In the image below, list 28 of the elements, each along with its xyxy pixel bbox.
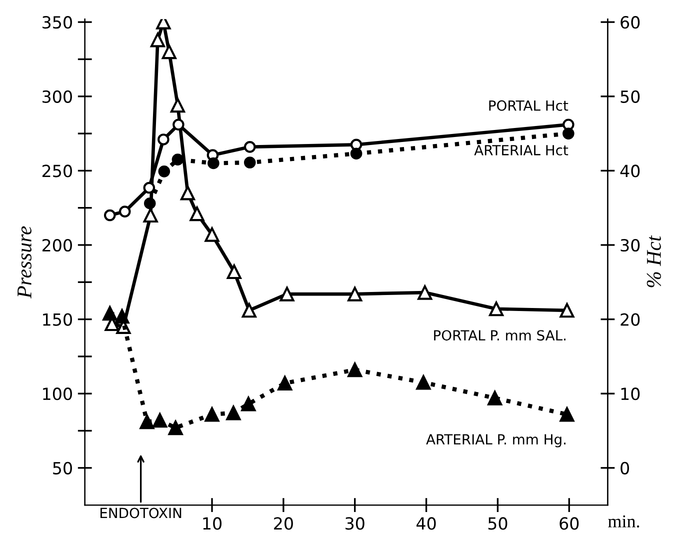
y-tick-label: 100 [43, 388, 72, 400]
y2-tick-label: 60 [620, 16, 640, 29]
x-tick-label: 60 [560, 517, 579, 530]
y2-tick-label: 30 [620, 238, 640, 252]
x-tick-label: 20 [274, 517, 293, 530]
y2-tick-label: 50 [620, 90, 640, 103]
y2-tick-label: 40 [620, 164, 640, 178]
x-tick-label: 50 [488, 517, 508, 530]
y-tick-label: 350 [42, 16, 72, 29]
series-label: PORTAL P. mm SAL. [434, 330, 566, 341]
x-tick-label: 30 [346, 517, 364, 530]
y-tick-label: 50 [53, 462, 72, 474]
series-label: ARTERIAL P. mm Hg. [426, 434, 566, 448]
y2-tick-label: 0 [620, 462, 630, 474]
y-tick-label: 300 [42, 90, 72, 103]
text: ENDOTOXIN [100, 508, 182, 518]
y2-axis-title: % Hct [646, 235, 662, 288]
x-tick-label: 40 [416, 517, 436, 530]
x-axis-title: min. [608, 515, 640, 528]
y2-tick-label: 10 [621, 388, 640, 400]
y-axis-title: Pressure [18, 226, 32, 298]
x-tick-label: 10 [203, 517, 222, 530]
y-tick-label: 250 [42, 164, 72, 178]
y-tick-label: 150 [43, 313, 72, 326]
y2-tick-label: 20 [620, 313, 640, 326]
y-tick-label: 200 [42, 238, 72, 252]
series-label: PORTAL Hct [489, 100, 568, 111]
series-label: ARTERIAL Hct [474, 145, 568, 156]
